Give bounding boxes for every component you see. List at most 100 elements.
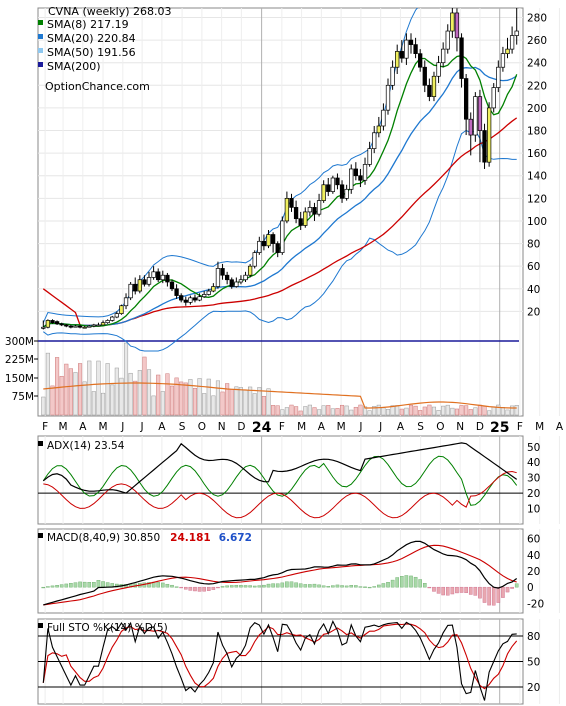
candle	[381, 103, 386, 131]
x-tick-label: J	[120, 421, 124, 433]
volume-bar	[335, 408, 340, 416]
macd-value: MACD(8,40,9) 30.850	[47, 532, 160, 544]
macd-histogram-bar	[409, 575, 413, 588]
volume-bar	[114, 367, 119, 416]
volume-bar	[188, 379, 193, 416]
macd-histogram-bar	[432, 586, 436, 592]
volume-bar	[349, 409, 354, 416]
macd-histogram-bar	[445, 586, 450, 596]
volume-bar	[404, 407, 409, 416]
volume-bar	[413, 405, 418, 416]
volume-bar	[477, 404, 482, 416]
volume-bar	[50, 385, 55, 416]
candle	[146, 271, 152, 287]
macd-histogram-bar	[468, 586, 473, 595]
x-tick-label: F	[279, 421, 285, 433]
x-tick-label: A	[79, 421, 87, 433]
macd-histogram-bar	[78, 581, 82, 588]
adx-panel	[37, 435, 524, 525]
volume-bar	[473, 407, 478, 416]
macd-panel	[37, 528, 524, 614]
volume-bar	[514, 405, 519, 416]
volume-bar	[238, 387, 243, 416]
price-tick-label: 260	[527, 35, 547, 47]
sma20-line	[42, 66, 518, 328]
macd-histogram-bar	[317, 584, 321, 588]
x-tick-label: J	[358, 421, 362, 433]
candle	[463, 74, 469, 136]
adx-line	[42, 442, 518, 494]
volume-average-line	[43, 382, 517, 409]
volume-bar	[271, 405, 276, 416]
macd-tick-label: 60	[527, 534, 540, 546]
price-tick-label: 80	[527, 239, 540, 251]
candle	[215, 261, 221, 289]
candle	[54, 320, 60, 325]
price-legend: CVNA (weekly) 268.03 SMA(8) 217.19SMA(20…	[38, 5, 172, 93]
volume-bar	[123, 342, 129, 416]
macd-histogram-bar	[59, 584, 64, 588]
macd-histogram-bar	[41, 586, 46, 589]
candle	[390, 60, 395, 90]
x-tick-label: N	[456, 421, 464, 433]
volume-bars	[38, 340, 519, 416]
volume-bar	[59, 375, 64, 416]
macd-histogram-bar	[206, 586, 211, 591]
candle	[418, 49, 423, 72]
legend-swatch	[38, 34, 43, 39]
x-tick-label: A	[318, 421, 326, 433]
volume-bar	[128, 372, 133, 416]
candle	[408, 33, 414, 54]
volume-bar	[381, 407, 386, 416]
adx-tick-label: 30	[527, 473, 540, 485]
macd-histogram-bar	[505, 586, 510, 593]
candle	[220, 263, 225, 280]
candle	[119, 304, 124, 315]
candle	[505, 37, 510, 59]
macd-histogram-bar	[395, 577, 400, 588]
macd-histogram-bar	[473, 586, 478, 596]
macd-histogram-bar	[381, 583, 386, 588]
price-tick-label: 280	[527, 12, 547, 24]
x-tick-label: D	[237, 421, 245, 433]
candle	[87, 324, 92, 328]
macd-histogram-bar	[377, 584, 381, 588]
volume-bar	[82, 381, 87, 416]
macd-signal-value: 24.181	[170, 532, 211, 544]
candle	[238, 275, 244, 285]
macd-histogram-bar	[496, 586, 501, 603]
x-tick-label: F	[42, 421, 48, 433]
volume-bar	[482, 406, 487, 416]
legend-entry: SMA(20) 220.84	[47, 32, 136, 45]
candle	[252, 250, 257, 269]
macd-histogram-bar	[156, 582, 161, 588]
candle	[298, 211, 303, 230]
volume-tick-label: 75M	[12, 391, 34, 403]
volume-bar	[468, 409, 473, 416]
macd-histogram-bar	[358, 586, 363, 588]
volume-bar	[372, 406, 377, 416]
volume-bar	[284, 407, 289, 416]
volume-bar	[266, 388, 271, 416]
candle	[123, 293, 129, 310]
candle	[303, 207, 308, 228]
candle	[358, 168, 363, 188]
candle	[100, 320, 106, 326]
macd-histogram-bar	[262, 584, 266, 588]
candle	[73, 324, 78, 328]
price-tick-label: 240	[527, 58, 547, 70]
candle	[500, 46, 506, 72]
candle	[316, 193, 322, 217]
macd-histogram-bar	[216, 586, 220, 589]
volume-bar	[169, 385, 175, 416]
candle	[349, 164, 354, 194]
macd-histogram-bar	[193, 586, 197, 592]
volume-bar	[91, 391, 96, 416]
volume-bar	[165, 373, 170, 416]
volume-bar	[395, 405, 400, 416]
x-tick-label: A	[556, 421, 564, 433]
x-tick-label: M	[297, 421, 306, 433]
volume-bar	[441, 405, 446, 416]
stoch-k-line	[42, 620, 517, 701]
candle	[404, 33, 409, 65]
